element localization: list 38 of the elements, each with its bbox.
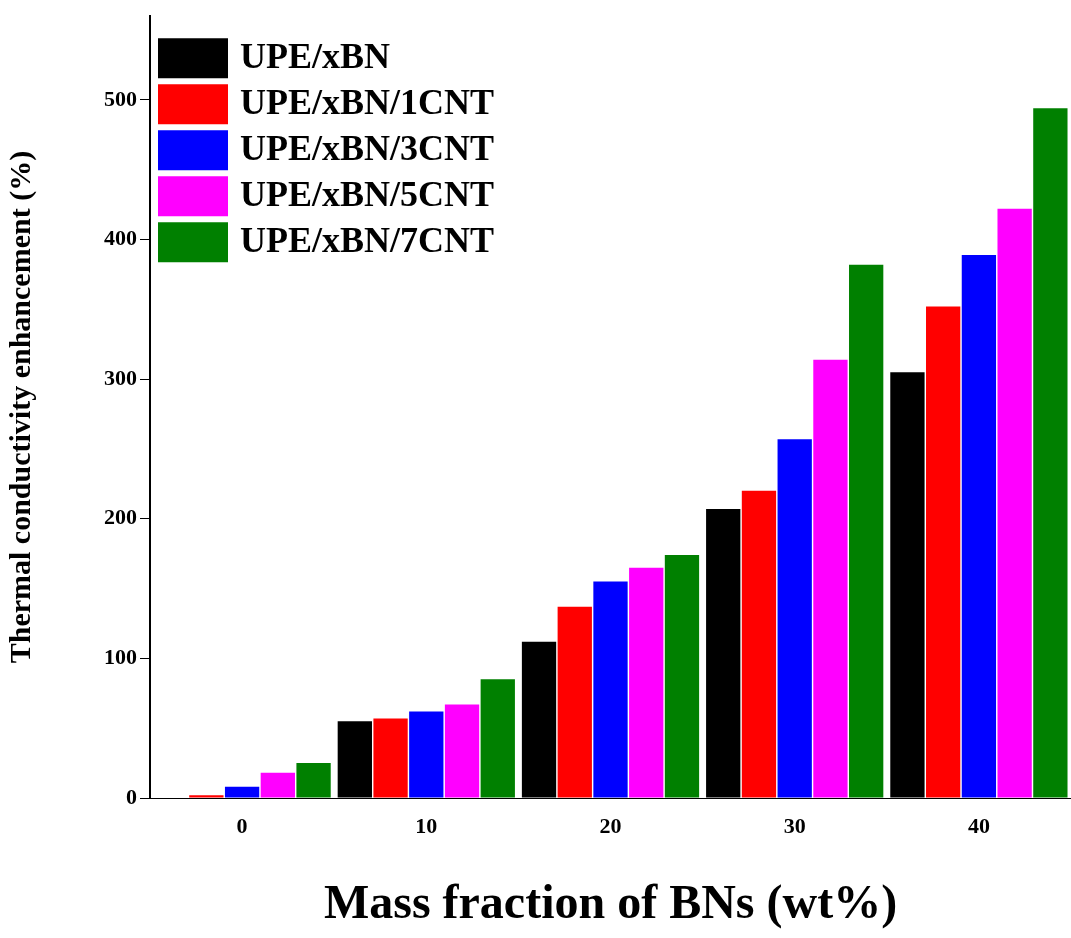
bar: [777, 439, 812, 798]
legend-label: UPE/xBN/7CNT: [240, 220, 495, 261]
legend-label: UPE/xBN/1CNT: [240, 82, 495, 123]
y-tick-label: 300: [104, 364, 137, 390]
y-tick-label: 200: [104, 504, 137, 530]
legend-label: UPE/xBN/5CNT: [240, 174, 495, 215]
x-axis-title: Mass fraction of BNs (wt%): [323, 874, 898, 929]
bar: [629, 567, 664, 798]
bar: [1033, 108, 1068, 798]
legend-label: UPE/xBN: [240, 36, 391, 77]
bar: [926, 306, 961, 798]
legend-label: UPE/xBN/3CNT: [240, 128, 495, 169]
bar: [373, 718, 408, 798]
bar: [480, 679, 515, 798]
bar: [409, 711, 444, 798]
x-tick-label: 10: [415, 812, 438, 838]
x-tick-label: 40: [967, 812, 990, 838]
y-tick-label: 500: [104, 85, 137, 111]
y-axis-title: Thermal conductivity enhancement (%): [2, 150, 37, 664]
bar: [260, 772, 295, 798]
bar: [849, 264, 884, 798]
bar: [296, 763, 331, 798]
bar: [557, 606, 592, 798]
bar: [664, 555, 700, 798]
bar: [444, 704, 480, 798]
y-tick-label: 100: [104, 644, 137, 670]
x-tick-label: 30: [783, 812, 806, 838]
y-tick-label: 400: [104, 225, 137, 251]
x-tick-label: 0: [236, 812, 248, 838]
bar: [813, 359, 848, 798]
bar: [961, 254, 997, 798]
bar: [593, 581, 628, 798]
bar: [997, 208, 1032, 798]
bar: [189, 795, 224, 798]
y-tick-label: 0: [126, 783, 137, 809]
bar: [224, 786, 260, 798]
bar: [741, 490, 777, 798]
x-tick-label: 20: [599, 812, 622, 838]
